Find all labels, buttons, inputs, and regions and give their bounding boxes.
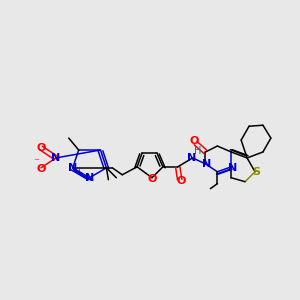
Text: N: N (202, 159, 211, 169)
Text: O: O (36, 143, 46, 153)
Text: +: + (75, 168, 82, 177)
Text: N: N (51, 153, 61, 163)
Text: O: O (176, 176, 185, 186)
Text: O: O (147, 174, 157, 184)
Text: N: N (187, 153, 196, 163)
Text: N: N (68, 163, 77, 173)
Text: ⁻: ⁻ (33, 157, 39, 167)
Text: N: N (85, 173, 94, 183)
Text: S: S (252, 167, 260, 177)
Text: O: O (36, 164, 46, 174)
Text: H: H (194, 146, 201, 156)
Text: N: N (228, 163, 237, 173)
Text: O: O (190, 136, 199, 146)
